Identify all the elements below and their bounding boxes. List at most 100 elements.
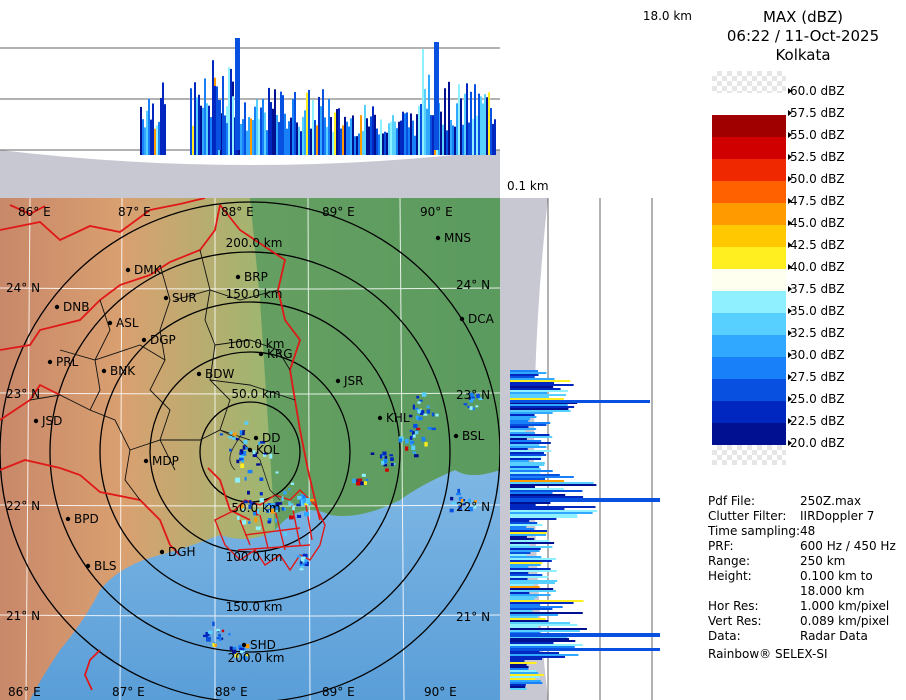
profile-echo-bar — [268, 87, 270, 155]
profile-echo-bar — [476, 115, 478, 155]
radar-echo — [206, 636, 211, 642]
profile-echo-bar — [510, 672, 539, 674]
profile-echo-bar — [420, 103, 422, 155]
radar-echo — [416, 395, 420, 399]
profile-echo-bar — [310, 128, 312, 155]
lon-label-top-88: 88° E — [221, 205, 254, 219]
radar-echo — [421, 392, 427, 397]
info-key: Clutter Filter: — [708, 509, 787, 523]
legend-label: 55.0 dBZ — [790, 128, 845, 142]
lon-label-bottom-88: 88° E — [215, 685, 248, 699]
radar-echo — [431, 427, 437, 431]
station-dot — [253, 435, 259, 441]
legend-label: 32.5 dBZ — [790, 326, 845, 340]
profile-echo-bar — [510, 670, 537, 672]
profile-echo-bar — [350, 118, 352, 155]
profile-echo-bar — [150, 119, 152, 155]
radar-echo — [414, 430, 419, 435]
info-value: 600 Hz / 450 Hz — [800, 539, 896, 553]
radar-echo — [258, 441, 261, 446]
profile-echo-bar — [432, 115, 434, 155]
info-key: Vert Res: — [708, 614, 762, 628]
legend-swatch — [712, 401, 786, 423]
legend-tick-icon — [788, 220, 792, 226]
radar-echo — [412, 431, 415, 435]
legend-swatch — [712, 269, 786, 291]
radar-echo — [398, 438, 403, 443]
radar-echo — [256, 463, 261, 466]
station-marker-mdp: MDP — [143, 454, 179, 468]
radar-echo — [267, 503, 271, 506]
software-credit: Rainbow® SELEX-SI — [708, 647, 828, 661]
legend-entry: 35.0 dBZ — [700, 291, 906, 318]
radar-echo — [469, 399, 474, 403]
legend-entry: 40.0 dBZ — [700, 247, 906, 274]
station-marker-jsd: JSD — [33, 414, 62, 428]
info-row: Data: Radar Data — [708, 629, 906, 644]
north-south-profile — [0, 0, 500, 198]
radar-echo — [239, 647, 244, 651]
profile-echo-bar — [358, 133, 360, 155]
radar-echo — [451, 501, 457, 505]
profile-echo-bar — [510, 464, 545, 466]
profile-echo-bar — [264, 112, 266, 155]
profile-echo-bar — [510, 616, 538, 618]
station-marker-dmk: DMK — [125, 263, 163, 277]
profile-echo-bar — [492, 123, 494, 155]
profile-echo-bar — [252, 120, 254, 155]
radar-echo — [424, 442, 428, 447]
legend-swatch — [712, 203, 786, 225]
lon-label-top-89: 89° E — [322, 205, 355, 219]
station-dot — [101, 368, 107, 374]
profile-echo-bar — [274, 89, 276, 155]
lon-label-bottom-90: 90° E — [424, 685, 457, 699]
profile-echo-bar — [290, 117, 292, 155]
legend-entry: 50.0 dBZ — [700, 159, 906, 186]
station-label: JSR — [343, 374, 364, 388]
lat-label-east-24: 24° N — [456, 278, 490, 292]
info-value: Radar Data — [800, 629, 868, 643]
legend-label: 50.0 dBZ — [790, 172, 845, 186]
radar-echo — [228, 436, 233, 439]
info-value: 0.100 km to 18.000 km — [800, 569, 873, 598]
legend-swatch — [712, 335, 786, 357]
profile-echo-bar — [510, 678, 536, 680]
radar-echo — [273, 510, 279, 513]
station-marker-brp: BRP — [235, 270, 268, 284]
legend-tick-icon — [788, 132, 792, 138]
radar-echo — [281, 496, 284, 502]
radar-echo — [382, 451, 387, 456]
radar-echo — [411, 435, 414, 438]
profile-echo-bar — [510, 384, 574, 386]
radar-echo — [242, 520, 247, 525]
legend-entry: 37.5 dBZ — [700, 269, 906, 296]
radar-echo — [431, 412, 435, 417]
radar-echo — [304, 511, 309, 517]
profile-echo-bar — [142, 119, 144, 155]
profile-echo-bar — [454, 126, 456, 155]
radar-echo — [265, 503, 268, 508]
profile-echo-bar — [510, 554, 527, 556]
profile-echo-bar — [510, 572, 529, 574]
station-dot — [241, 642, 247, 648]
profile-echo-bar — [148, 98, 150, 155]
radar-echo — [229, 646, 233, 651]
radar-echo — [390, 457, 394, 462]
profile-echo-bar — [144, 127, 146, 155]
radar-echo — [300, 564, 304, 568]
legend-label: 37.5 dBZ — [790, 282, 845, 296]
profile-echo-bar — [296, 122, 298, 155]
radar-echo — [405, 438, 409, 444]
info-key: Hor Res: — [708, 599, 759, 613]
legend-label: 47.5 dBZ — [790, 194, 845, 208]
lat-label-west-21: 21° N — [6, 609, 40, 623]
radar-echo — [243, 440, 248, 445]
legend-entry: 22.5 dBZ — [700, 401, 906, 428]
profile-echo-bar — [366, 118, 368, 155]
profile-echo-bar — [270, 102, 272, 155]
info-row: Vert Res: 0.089 km/pixel — [708, 614, 906, 629]
profile-echo-bar — [510, 424, 547, 426]
profile-echo-bar — [510, 648, 660, 651]
radar-echo — [461, 498, 466, 502]
profile-echo-bar — [394, 121, 396, 155]
